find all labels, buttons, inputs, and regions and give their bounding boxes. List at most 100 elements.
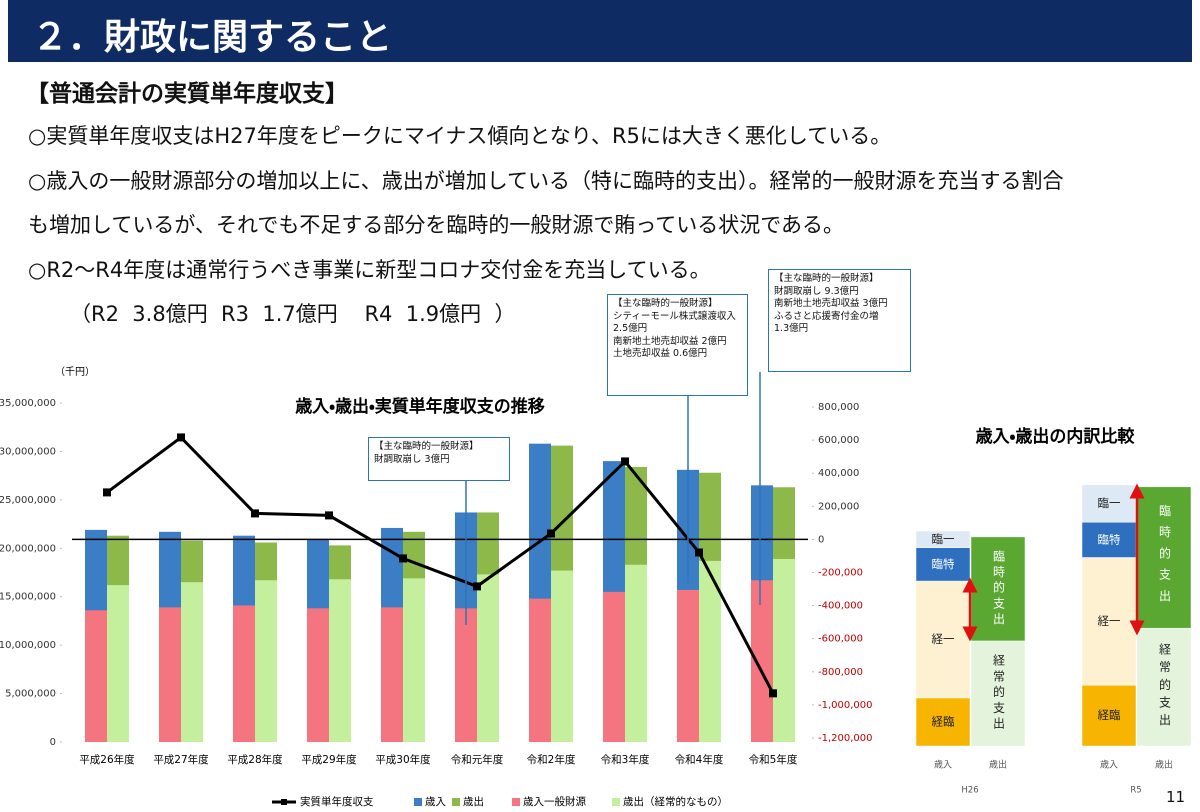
line-marker: [547, 529, 555, 538]
bar-segment: [970, 640, 1026, 747]
bar: [255, 580, 277, 742]
callout-line: 【主な臨時的一般財源】: [374, 441, 479, 452]
callout-line: 南新地土地売却収益 3億円: [774, 298, 888, 309]
bar-segment: [915, 697, 971, 747]
line-marker: [325, 511, 333, 520]
y-tick-label: 15,000,000: [0, 592, 56, 603]
callout-line: ふるさと応援寄付金の増: [774, 310, 879, 322]
bar: [551, 570, 573, 742]
bar-segment: [915, 580, 971, 699]
line-marker: [177, 433, 185, 442]
legend-label: 歳入: [425, 796, 446, 808]
callout: 【主な臨時的一般財源】 財調取崩し 3億円: [368, 437, 510, 481]
group-label: H26: [961, 786, 978, 796]
callout-line: 【主な臨時的一般財源】: [774, 273, 879, 284]
segment-label: 経臨: [1098, 708, 1121, 722]
bar: [751, 580, 773, 742]
x-tick-label: 平成27年度: [153, 753, 209, 766]
x-tick-label: 令和4年度: [675, 753, 724, 766]
bar: [329, 579, 351, 742]
legend-icon: [452, 798, 460, 806]
legend-label: 歳出: [463, 796, 484, 808]
header-bar: ２．財政に関すること: [8, 0, 1192, 62]
legend-icon: [281, 799, 287, 805]
legend-icon: [612, 798, 620, 806]
segment-label: 経臨: [932, 714, 955, 728]
x-tick-label: 平成29年度: [301, 753, 357, 766]
segment-label: 経常的支出: [992, 654, 1006, 733]
x-tick-label: 歳入: [934, 759, 952, 771]
x-tick-label: 歳出: [989, 759, 1007, 771]
legend-label: 歳入一般財源: [523, 795, 586, 808]
callout-line: 【主な臨時的一般財源】: [613, 298, 718, 309]
bar: [107, 585, 129, 742]
y2-tick-label: -200,000: [818, 568, 863, 579]
text-line: も増加しているが、それでも不足する部分を臨時的一般財源で賄っている状況である。: [28, 213, 845, 237]
bar-segment: [915, 530, 971, 548]
legend-label: 実質単年度収支: [300, 795, 374, 808]
line-marker: [769, 689, 777, 698]
y2-tick-label: -1,000,000: [818, 700, 873, 711]
bar-segment: [970, 536, 1026, 642]
line-marker: [103, 488, 111, 497]
text-line: （R2 3.8億円 R3 1.7億円 R4 1.9億円 ）: [70, 302, 516, 326]
bar: [477, 574, 499, 742]
line-marker: [621, 457, 629, 466]
callout-line: 2.5億円: [613, 323, 648, 334]
y2-tick-label: 800,000: [818, 402, 859, 413]
y2-tick-label: -400,000: [818, 601, 863, 612]
chart-title: 歳入・歳出の内訳比較: [976, 426, 1136, 447]
bar-segment: [1136, 627, 1192, 747]
bar: [381, 607, 403, 742]
bar: [603, 591, 625, 742]
y-tick-label: 5,000,000: [5, 689, 56, 700]
x-tick-label: 歳出: [1155, 759, 1173, 771]
segment-label: 臨一: [932, 532, 955, 546]
segment-label: 臨時的支出: [992, 549, 1006, 628]
x-tick-label: 平成30年度: [375, 753, 431, 766]
bar: [677, 589, 699, 742]
segment-label: 臨特: [1098, 532, 1121, 546]
callout-line: 財調取崩し 9.3億円: [774, 285, 859, 297]
bar: [455, 608, 477, 742]
section-heading: 【普通会計の実質単年度収支】: [26, 81, 348, 107]
bar: [85, 610, 107, 742]
bar: [307, 608, 329, 742]
callout: 【主な臨時的一般財源】 シティーモール株式譲渡収入 2.5億円 南新地土地売却収益 2…: [607, 294, 748, 396]
y-tick-label: 35,000,000: [0, 398, 56, 409]
segment-label: 臨時的支出: [1158, 504, 1172, 610]
bar-segment: [1136, 486, 1192, 629]
page-number: 11: [1166, 788, 1186, 806]
y2-tick-label: -800,000: [818, 667, 863, 678]
y-tick-label: 30,000,000: [0, 446, 56, 457]
callout-line: 南新地土地売却収益 2億円: [613, 335, 727, 347]
y-tick-label: 10,000,000: [0, 640, 56, 651]
segment-label: 経一: [1098, 614, 1121, 628]
y2-tick-label: 600,000: [818, 435, 859, 446]
y2-tick-label: 0: [818, 534, 824, 545]
y2-tick-label: 200,000: [818, 501, 859, 512]
x-tick-label: 平成28年度: [227, 753, 283, 766]
line-marker: [251, 509, 259, 518]
text-line: ○歳入の一般財源部分の増加以上に、歳出が増加している（特に臨時的支出）。経常的一…: [28, 169, 1064, 193]
callout-line: 財調取崩し 3億円: [374, 453, 450, 465]
bar: [699, 560, 721, 742]
line: [106, 435, 775, 695]
bar: [529, 598, 551, 742]
y-tick-label: 25,000,000: [0, 495, 56, 506]
unit-label: （千円）: [55, 366, 95, 378]
segment-label: 臨一: [1098, 496, 1121, 510]
text-line: ○R2～R4年度は通常行うべき事業に新型コロナ交付金を充当している。: [28, 258, 711, 282]
x-tick-label: 令和元年度: [451, 753, 504, 766]
callout: 【主な臨時的一般財源】 財調取崩し 9.3億円 南新地土地売却収益 3億円 ふるさと応…: [768, 269, 911, 372]
legend-icon: [512, 798, 520, 806]
y2-tick-label: 400,000: [818, 468, 859, 479]
x-tick-label: 歳入: [1100, 759, 1118, 771]
line-marker: [473, 582, 481, 591]
x-tick-label: 平成26年度: [79, 753, 135, 766]
slide-title: ２．財政に関すること: [32, 17, 393, 58]
text-line: ○実質単年度収支はH27年度をピークにマイナス傾向となり、R5には大きく悪化して…: [28, 124, 892, 148]
bar-segment: [1081, 484, 1137, 523]
